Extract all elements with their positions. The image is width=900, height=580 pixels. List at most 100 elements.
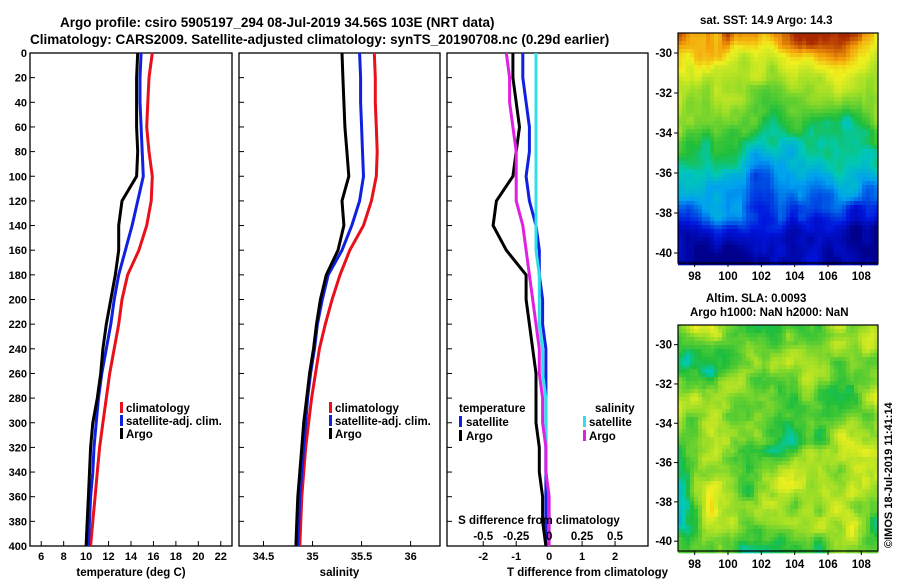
legend-label: satellite xyxy=(589,417,632,429)
y-tick-label: 320 xyxy=(9,442,27,454)
map-x-tick-label: 106 xyxy=(818,559,837,571)
legend-title-salinity: salinity xyxy=(595,403,635,415)
map-y-tick-label: -34 xyxy=(655,418,672,430)
y-tick-label: 200 xyxy=(9,295,27,307)
legend-swatch xyxy=(120,415,123,426)
x-axis-label: temperature (deg C) xyxy=(76,567,185,579)
legend-label: climatology xyxy=(335,403,400,415)
map-x-tick-label: 106 xyxy=(818,271,837,283)
y-tick-label: 40 xyxy=(15,97,27,109)
x-axis-label: T difference from climatology xyxy=(507,567,669,579)
series-line-argo xyxy=(294,52,351,547)
legend-label: climatology xyxy=(126,403,191,415)
sst-map-title: sat. SST: 14.9 Argo: 14.3 xyxy=(700,15,833,27)
temperature-profile-panel: 0 20 40 60 80 100 120 140 160 180 200 220 240 260 280 3… xyxy=(9,48,233,579)
y-tick-label: 60 xyxy=(15,122,27,134)
x-axis-label: salinity xyxy=(320,567,360,579)
y-tick-label: 380 xyxy=(9,516,27,528)
legend-label: satellite xyxy=(466,417,509,429)
series-line-s-argo xyxy=(504,52,551,546)
plot-frame xyxy=(238,52,441,547)
map-y-tick-label: -40 xyxy=(655,536,672,548)
imos-credit: ©IMOS 18-Jul-2019 11:41:14 xyxy=(883,401,895,548)
x-tick-label: 0 xyxy=(546,551,552,563)
map-x-tick-label: 102 xyxy=(752,559,771,571)
x-tick-label: -1 xyxy=(511,551,521,563)
map-y-tick-label: -38 xyxy=(655,208,672,220)
x-tick-label: 14 xyxy=(125,551,138,563)
legend-swatch xyxy=(329,428,332,439)
legend-label: Argo xyxy=(466,431,493,443)
x-tick-label: 18 xyxy=(170,551,182,563)
map-raster xyxy=(678,33,879,266)
x-tick-label: 10 xyxy=(80,551,92,563)
plot-frame xyxy=(446,52,649,547)
y-tick-label: 120 xyxy=(9,196,27,208)
map-y-tick-label: -36 xyxy=(655,168,672,180)
map-y-tick-label: -32 xyxy=(655,379,672,391)
sla-map-panel: 98 100 102 104 106 108 -30 -32 -34 -36 -38 -40 xyxy=(655,324,879,571)
y-tick-label: 300 xyxy=(9,418,27,430)
series-line-satellite-adj-clim- xyxy=(296,52,365,547)
map-frame xyxy=(677,324,879,552)
legend-swatch xyxy=(120,428,123,439)
map-x-tick-label: 100 xyxy=(718,559,737,571)
map-x-tick-label: 100 xyxy=(718,271,737,283)
map-y-tick-label: -34 xyxy=(655,128,672,140)
map-frame xyxy=(677,32,879,264)
legend-label: satellite-adj. clim. xyxy=(126,416,222,428)
legend-label: satellite-adj. clim. xyxy=(335,416,431,428)
map-x-tick-label: 108 xyxy=(852,271,872,283)
difference-profile-panel: -2 -1 0 1 2 T difference from climatology temp… xyxy=(446,52,669,579)
series-line-argo xyxy=(84,52,140,547)
x2-tick-label: -0.5 xyxy=(473,531,493,543)
y-tick-label: 0 xyxy=(21,48,27,60)
map-x-tick-label: 98 xyxy=(688,271,701,283)
plot-frame xyxy=(29,52,233,547)
x-tick-label: 1 xyxy=(579,551,585,563)
y-tick-label: 360 xyxy=(9,492,27,504)
map-y-tick-label: -30 xyxy=(655,48,672,60)
x2-tick-label: 0.25 xyxy=(571,531,594,543)
x-tick-label: 35.5 xyxy=(351,551,372,563)
map-y-tick-label: -32 xyxy=(655,88,672,100)
y-tick-label: 240 xyxy=(9,344,27,356)
sst-map-panel: 98 100 102 104 106 108 -30 -32 -34 -36 -38 -40 xyxy=(655,32,879,283)
legend-swatch xyxy=(583,430,586,441)
map-x-tick-label: 104 xyxy=(785,559,805,571)
x-tick-label: 2 xyxy=(612,551,618,563)
x2-tick-label: 0.5 xyxy=(607,531,624,543)
map-raster xyxy=(678,325,879,554)
sla-map-title: Altim. SLA: 0.0093 xyxy=(706,293,806,305)
y-tick-label: 80 xyxy=(15,147,27,159)
x-tick-label: 34.5 xyxy=(253,551,274,563)
legend-swatch xyxy=(459,430,462,441)
series-line-satellite-adj-clim- xyxy=(86,52,145,547)
title-line-2: Climatology: CARS2009. Satellite-adjuste… xyxy=(30,32,609,47)
y-tick-label: 280 xyxy=(9,393,27,405)
y-tick-label: 180 xyxy=(9,270,27,282)
map-x-tick-label: 98 xyxy=(688,559,701,571)
y-tick-label: 400 xyxy=(9,541,27,553)
x-tick-label: -2 xyxy=(478,551,488,563)
x-tick-label: 36 xyxy=(404,551,416,563)
legend-swatch xyxy=(329,415,332,426)
map-y-tick-label: -38 xyxy=(655,497,672,509)
y-tick-label: 100 xyxy=(9,171,27,183)
y-tick-label: 220 xyxy=(9,319,27,331)
map-y-tick-label: -30 xyxy=(655,340,672,352)
legend-label: Argo xyxy=(335,429,362,441)
x2-tick-label: -0.25 xyxy=(503,531,530,543)
x-tick-label: 8 xyxy=(61,551,67,563)
map-x-tick-label: 104 xyxy=(785,271,805,283)
map-x-tick-label: 102 xyxy=(752,271,771,283)
sla-map-subtitle: Argo h1000: NaN h2000: NaN xyxy=(690,307,849,319)
series-line-climatology xyxy=(89,52,154,547)
x-tick-label: 6 xyxy=(38,551,44,563)
series-line-t-argo xyxy=(491,53,548,547)
legend-swatch xyxy=(120,402,123,413)
legend-swatch xyxy=(329,402,332,413)
y-tick-label: 260 xyxy=(9,368,27,380)
x-tick-label: 35 xyxy=(306,551,318,563)
series-line-climatology xyxy=(298,52,379,547)
